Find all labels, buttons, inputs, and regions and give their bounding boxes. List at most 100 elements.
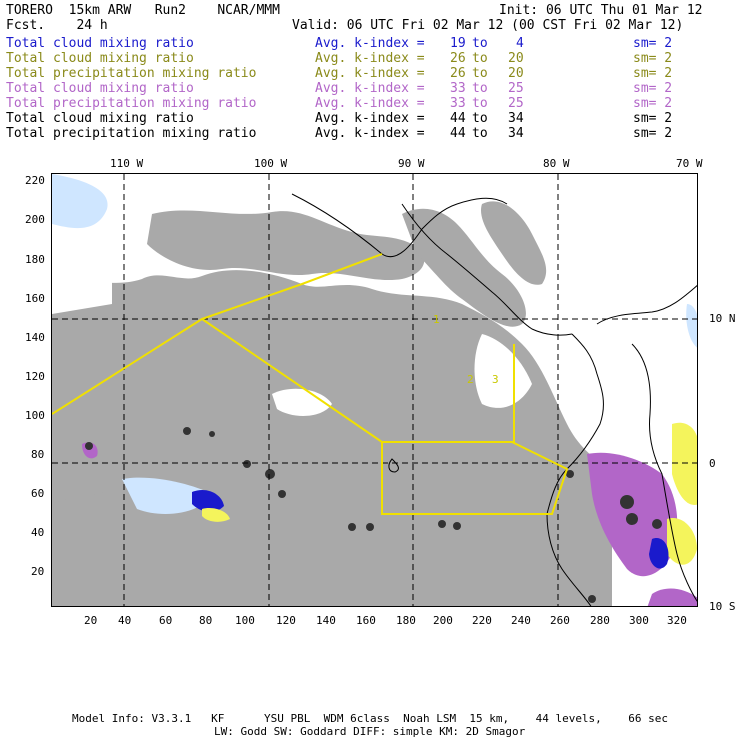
legend-field: Total precipitation mixing ratio: [6, 96, 257, 111]
clear-sky-gap: [272, 388, 332, 416]
model-title: TORERO 15km ARW Run2 NCAR/MMM: [6, 3, 280, 18]
legend-upto: 4: [516, 36, 524, 51]
domain-boundaries: [52, 253, 569, 515]
legend-row: Total cloud mixing ratio Avg. k-index = …: [6, 36, 736, 51]
legend-to: to: [472, 111, 488, 126]
legend-to: to: [472, 96, 488, 111]
cloud-lightblue: [686, 304, 697, 348]
legend-to: to: [472, 126, 488, 141]
y-tick-label: 40: [31, 526, 45, 539]
x-tick-label: 160: [356, 614, 376, 627]
legend-kindex: Avg. k-index =: [315, 51, 425, 66]
x-tick-label: 240: [511, 614, 531, 627]
x-tick-label: 280: [590, 614, 610, 627]
cloud-blue: [649, 538, 669, 569]
clear-sky-gap: [52, 266, 112, 314]
valid-time: Valid: 06 UTC Fri 02 Mar 12 (00 CST Fri …: [292, 18, 684, 33]
model-info: Model Info: V3.3.1 KF YSU PBL WDM 6class…: [72, 712, 669, 725]
domain-label: 2: [467, 373, 474, 386]
legend-upto: 20: [508, 51, 524, 66]
x-tick-label: 320: [667, 614, 687, 627]
convective-cores: [85, 427, 662, 603]
legend-from: 19: [450, 36, 466, 51]
legend-sm: sm= 2: [633, 126, 673, 141]
precip-purple: [647, 588, 697, 606]
legend-row: Total precipitation mixing ratio Avg. k-…: [6, 126, 736, 141]
legend-row: Total precipitation mixing ratio Avg. k-…: [6, 66, 736, 81]
forecast-map: 1 2 3: [51, 173, 698, 607]
legend-to: to: [472, 36, 488, 51]
legend-row: Total precipitation mixing ratio Avg. k-…: [6, 96, 736, 111]
x-tick-label: 20: [84, 614, 98, 627]
legend-to: to: [472, 51, 488, 66]
lon-label: 70 W: [676, 157, 703, 170]
y-tick-label: 220: [25, 174, 45, 187]
cloud-field-gray: [147, 210, 425, 281]
x-tick-label: 260: [550, 614, 570, 627]
cloud-lightblue: [122, 477, 212, 514]
domain-label: 1: [433, 313, 440, 326]
legend-field: Total cloud mixing ratio: [6, 51, 194, 66]
lat-lon-grid: [52, 174, 697, 606]
x-tick-label: 200: [433, 614, 453, 627]
legend-field: Total cloud mixing ratio: [6, 36, 194, 51]
legend-from: 26: [450, 66, 466, 81]
lon-label: 80 W: [543, 157, 570, 170]
legend-from: 44: [450, 111, 466, 126]
y-tick-label: 80: [31, 448, 45, 461]
map-canvas: [52, 174, 697, 606]
cloud-lightblue: [52, 174, 108, 229]
clear-sky-gap: [552, 354, 626, 434]
lon-label: 110 W: [110, 157, 144, 170]
legend-from: 26: [450, 51, 466, 66]
legend-upto: 25: [508, 96, 524, 111]
legend-sm: sm= 2: [633, 66, 673, 81]
legend-upto: 20: [508, 66, 524, 81]
y-tick-label: 200: [25, 213, 45, 226]
y-tick-label: 180: [25, 253, 45, 266]
cloud-blue: [192, 489, 224, 512]
legend-to: to: [472, 81, 488, 96]
legend-sm: sm= 2: [633, 51, 673, 66]
x-tick-label: 60: [159, 614, 173, 627]
legend-row: Total cloud mixing ratio Avg. k-index = …: [6, 81, 736, 96]
x-tick-label: 80: [199, 614, 213, 627]
legend-field: Total precipitation mixing ratio: [6, 66, 257, 81]
lon-label: 100 W: [254, 157, 288, 170]
domain-label: 3: [492, 373, 499, 386]
legend-field: Total cloud mixing ratio: [6, 81, 194, 96]
lat-label: 10 S: [709, 600, 736, 613]
lat-label: 10 N: [709, 312, 736, 325]
legend-kindex: Avg. k-index =: [315, 36, 425, 51]
legend-kindex: Avg. k-index =: [315, 96, 425, 111]
legend-upto: 34: [508, 126, 524, 141]
y-tick-label: 20: [31, 565, 45, 578]
legend-upto: 34: [508, 111, 524, 126]
cloud-yellow: [672, 422, 697, 505]
legend-upto: 25: [508, 81, 524, 96]
x-tick-label: 120: [276, 614, 296, 627]
legend-kindex: Avg. k-index =: [315, 111, 425, 126]
lon-label: 90 W: [398, 157, 425, 170]
y-tick-label: 100: [25, 409, 45, 422]
lat-label: 0: [709, 457, 716, 470]
x-tick-label: 180: [396, 614, 416, 627]
x-tick-label: 40: [118, 614, 132, 627]
legend-row: Total cloud mixing ratio Avg. k-index = …: [6, 111, 736, 126]
legend-kindex: Avg. k-index =: [315, 81, 425, 96]
x-tick-label: 300: [629, 614, 649, 627]
legend-sm: sm= 2: [633, 96, 673, 111]
cloud-field-gray: [52, 270, 612, 606]
legend-kindex: Avg. k-index =: [315, 126, 425, 141]
y-tick-label: 160: [25, 292, 45, 305]
legend-kindex: Avg. k-index =: [315, 66, 425, 81]
x-tick-label: 220: [472, 614, 492, 627]
legend-field: Total precipitation mixing ratio: [6, 126, 257, 141]
legend-from: 33: [450, 81, 466, 96]
legend-row: Total cloud mixing ratio Avg. k-index = …: [6, 51, 736, 66]
legend-field: Total cloud mixing ratio: [6, 111, 194, 126]
cloud-field-gray: [481, 201, 547, 285]
clear-sky-gap: [474, 334, 532, 408]
legend-sm: sm= 2: [633, 36, 673, 51]
x-tick-label: 140: [316, 614, 336, 627]
